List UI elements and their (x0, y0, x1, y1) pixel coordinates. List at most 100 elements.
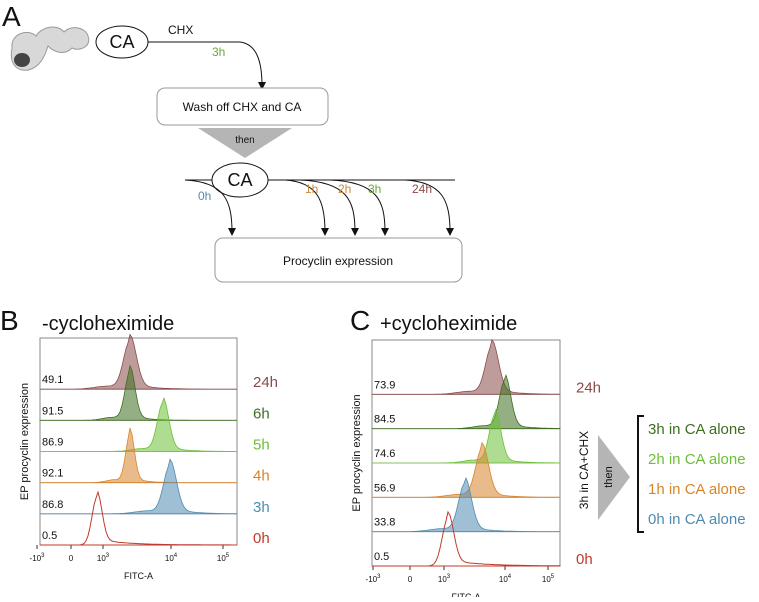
bracket (637, 415, 644, 533)
tick-base: -10 (30, 554, 42, 563)
tick-exp: 5 (551, 574, 555, 580)
y-axis-label: EP procyclin expression (351, 394, 363, 511)
pretreatment: 3h in CA+CHX (577, 431, 591, 509)
x-tick-label: 105 (542, 574, 555, 584)
histogram (371, 476, 561, 533)
arrow (284, 179, 329, 236)
panel-label: A (2, 1, 21, 32)
ca-ellipse (211, 162, 269, 198)
x-tick-label: 0 (69, 554, 74, 563)
timepoint: 2h (338, 182, 351, 196)
agent: CA (109, 32, 134, 52)
cell-image (10, 26, 90, 71)
legend-entry: 2h in CA alone (648, 451, 746, 468)
time-label: 0h (253, 530, 270, 547)
tick-exp: 3 (106, 553, 110, 559)
tick-base: 10 (438, 575, 447, 584)
tick-exp: 3 (447, 574, 451, 580)
arrow (184, 179, 236, 236)
x-tick-label: -103 (366, 574, 382, 584)
arrow (404, 179, 454, 236)
tick-exp: 3 (377, 574, 381, 580)
percent-label: 0.5 (42, 530, 57, 542)
percent-label: 49.1 (42, 374, 63, 386)
percent-label: 73.9 (374, 379, 395, 391)
legend-entry: 1h in CA alone (648, 481, 746, 498)
histogram (39, 333, 238, 390)
time-label: 3h (253, 499, 270, 516)
tick-base: 10 (217, 554, 226, 563)
time-label: 4h (253, 468, 270, 485)
tick-base: 10 (499, 575, 508, 584)
percent-label: 92.1 (42, 468, 63, 480)
tick-base: 10 (97, 554, 106, 563)
then: then (235, 135, 254, 146)
time-label: 6h (253, 405, 270, 422)
duration: 3h (212, 45, 225, 59)
drug: CHX (168, 23, 193, 37)
panel-label: C (350, 305, 370, 336)
arrow (299, 179, 359, 236)
histogram (371, 373, 561, 430)
y-axis-label: EP procyclin expression (19, 383, 31, 500)
legend-entry: 0h in CA alone (648, 511, 746, 528)
then: then (603, 466, 615, 487)
result-box (214, 237, 463, 283)
percent-label: 0.5 (374, 551, 389, 563)
panel-title: +cycloheximide (380, 313, 517, 335)
timepoint: 1h (305, 182, 318, 196)
tick-base: 10 (542, 575, 551, 584)
agent: CA (227, 170, 252, 190)
x-tick-label: 105 (217, 553, 230, 563)
x-tick-label: 104 (499, 574, 512, 584)
percent-label: 86.9 (42, 437, 63, 449)
time-label: 24h (576, 379, 601, 396)
legend-entry: 3h in CA alone (648, 421, 746, 438)
tick-exp: 4 (174, 553, 178, 559)
percent-label: 33.8 (374, 517, 395, 529)
percent-label: 84.5 (374, 414, 395, 426)
x-tick-label: 103 (438, 574, 451, 584)
time-label: 5h (253, 437, 270, 454)
time-label: 24h (253, 374, 278, 391)
then-arrow (598, 435, 630, 520)
timepoint: 3h (368, 182, 381, 196)
wash-box (156, 87, 329, 126)
tick-base: 10 (165, 554, 174, 563)
histogram (372, 510, 561, 567)
histogram (40, 396, 238, 452)
x-tick-label: 0 (408, 575, 413, 584)
histogram (39, 427, 238, 484)
tick-exp: 3 (41, 553, 45, 559)
timepoint: 0h (198, 189, 211, 203)
tick-base: 0 (69, 554, 74, 563)
wash-text: Wash off CHX and CA (183, 100, 302, 114)
arrow (148, 41, 266, 90)
percent-label: 86.8 (42, 499, 63, 511)
histogram (371, 338, 561, 395)
histogram (372, 408, 561, 464)
panel-label: B (0, 305, 19, 336)
x-axis-label: FITC-A (124, 571, 153, 581)
tick-exp: 4 (508, 574, 512, 580)
then-arrow (198, 128, 292, 158)
x-tick-label: 103 (97, 553, 110, 563)
histogram (39, 458, 238, 515)
time-label: 0h (576, 551, 593, 568)
tick-base: -10 (366, 575, 378, 584)
histogram (39, 364, 238, 421)
histogram (40, 490, 237, 546)
arrow (329, 179, 389, 236)
x-tick-label: 104 (165, 553, 178, 563)
tick-exp: 5 (226, 553, 230, 559)
x-tick-label: -103 (30, 553, 46, 563)
panel-title: -cycloheximide (42, 313, 174, 335)
result-text: Procyclin expression (283, 254, 393, 268)
percent-label: 74.6 (374, 448, 395, 460)
x-axis-label: FITC-A (452, 592, 481, 597)
tick-base: 0 (408, 575, 413, 584)
percent-label: 91.5 (42, 405, 63, 417)
timepoint: 24h (412, 182, 432, 196)
percent-label: 56.9 (374, 482, 395, 494)
